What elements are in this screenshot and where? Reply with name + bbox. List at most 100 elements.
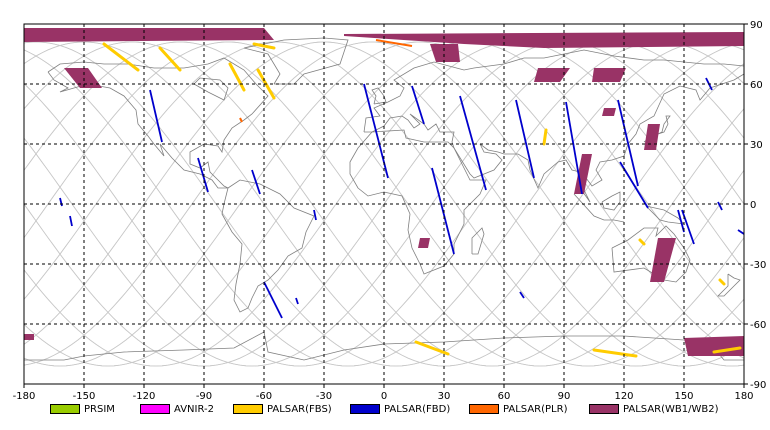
palsar-fbs-swath bbox=[228, 62, 246, 92]
palsar-fbs-swaths bbox=[102, 42, 742, 358]
x-tick-label: 120 bbox=[614, 391, 633, 400]
palsar-plr-swath bbox=[239, 117, 243, 123]
legend-item-prsim: PRSIM bbox=[50, 400, 115, 418]
palsar-fbs-swath bbox=[712, 346, 742, 354]
legend-item-avnir2: AVNIR-2 bbox=[140, 400, 214, 418]
coastline bbox=[601, 191, 621, 211]
x-tick-label: 150 bbox=[674, 391, 693, 400]
palsar-fbs-swath bbox=[158, 46, 182, 72]
lat-lon-grid bbox=[23, 23, 745, 385]
x-tick-label: 90 bbox=[558, 391, 571, 400]
palsar-wb-swath bbox=[24, 334, 34, 340]
y-tick-label: 60 bbox=[750, 80, 763, 91]
legend-swatch-prsim bbox=[50, 404, 80, 414]
palsar-fbd-swath bbox=[263, 281, 283, 319]
y-tick-label: -30 bbox=[750, 260, 766, 271]
palsar-fbd-swath bbox=[295, 297, 299, 305]
palsar-fbd-swath bbox=[565, 101, 583, 195]
palsar-fbd-swath bbox=[59, 197, 63, 207]
palsar-fbd-swath bbox=[459, 95, 487, 191]
coastline bbox=[471, 227, 485, 255]
y-tick-label: 90 bbox=[750, 20, 763, 31]
y-tick-label: 0 bbox=[750, 200, 756, 211]
legend-label-prsim: PRSIM bbox=[84, 403, 115, 415]
y-tick-label: 30 bbox=[750, 140, 763, 151]
palsar-fbd-swath bbox=[313, 209, 317, 221]
coastline bbox=[611, 225, 691, 283]
palsar-wb-swath bbox=[534, 68, 570, 82]
y-tick-label: -60 bbox=[750, 320, 766, 331]
coastline bbox=[221, 179, 315, 313]
coastlines bbox=[24, 37, 745, 361]
coastline bbox=[47, 57, 269, 189]
legend-label-avnir2: AVNIR-2 bbox=[174, 403, 214, 415]
palsar-fbd-swath bbox=[251, 169, 261, 195]
palsar-fbs-swath bbox=[592, 348, 638, 358]
x-tick-label: 30 bbox=[438, 391, 451, 400]
longitude-ticks: -180 -150 -120 -90 -60 -30 0 30 60 90 120 150 180 bbox=[13, 384, 754, 400]
palsar-fbd-swath bbox=[69, 215, 73, 227]
palsar-wb-swath bbox=[430, 44, 460, 62]
coastline bbox=[573, 193, 625, 223]
palsar-wb-swath bbox=[64, 68, 102, 88]
x-tick-label: 0 bbox=[381, 391, 387, 400]
x-tick-label: -90 bbox=[196, 391, 212, 400]
palsar-wb-swath bbox=[602, 108, 616, 116]
palsar-fbs-swath bbox=[638, 238, 646, 246]
palsar-wb-swath bbox=[592, 68, 626, 82]
world-map-plot: -180 -150 -120 -90 -60 -30 0 30 60 90 120 150 180 90… bbox=[13, 20, 767, 400]
x-tick-label: -30 bbox=[316, 391, 332, 400]
legend-label-palsar-wb: PALSAR(WB1/WB2) bbox=[623, 403, 719, 415]
palsar-wb-swath bbox=[574, 154, 592, 194]
legend-item-palsar-plr: PALSAR(PLR) bbox=[469, 400, 567, 418]
y-tick-label: -90 bbox=[750, 380, 766, 391]
coastline bbox=[24, 331, 744, 361]
legend-swatch-palsar-fbd bbox=[350, 404, 380, 414]
coastline bbox=[193, 77, 229, 101]
palsar-fbd-swath bbox=[519, 291, 525, 299]
legend-swatch-palsar-wb bbox=[589, 404, 619, 414]
legend-item-palsar-wb: PALSAR(WB1/WB2) bbox=[589, 400, 719, 418]
legend: PRSIM AVNIR-2 PALSAR(FBS) PALSAR(FBD) PA… bbox=[0, 400, 770, 420]
x-tick-label: 180 bbox=[734, 391, 753, 400]
coastline bbox=[371, 87, 387, 105]
legend-swatch-palsar-plr bbox=[469, 404, 499, 414]
palsar-plr-swaths bbox=[239, 39, 413, 123]
legend-swatch-avnir2 bbox=[140, 404, 170, 414]
palsar-fbd-swath bbox=[515, 99, 535, 179]
legend-swatch-palsar-fbs bbox=[233, 404, 263, 414]
coastline bbox=[364, 73, 745, 203]
palsar-fbd-swath bbox=[717, 201, 723, 211]
palsar-fbd-swath bbox=[617, 99, 639, 187]
palsar-plr-swath bbox=[375, 39, 413, 47]
palsar-fbs-swath bbox=[718, 278, 726, 286]
palsar-wb-swath bbox=[24, 28, 274, 42]
legend-label-palsar-fbd: PALSAR(FBD) bbox=[384, 403, 451, 415]
palsar-fbd-swath bbox=[619, 161, 649, 209]
palsar-fbd-swath bbox=[431, 167, 455, 255]
palsar-wb-swath bbox=[650, 238, 676, 282]
palsar-fbd-swath bbox=[149, 89, 163, 143]
palsar-fbd-swath bbox=[411, 85, 425, 125]
legend-item-palsar-fbd: PALSAR(FBD) bbox=[350, 400, 450, 418]
x-tick-label: 60 bbox=[498, 391, 511, 400]
palsar-fbd-swath bbox=[737, 229, 745, 235]
latitude-ticks: 90 60 30 0 -30 -60 -90 bbox=[744, 20, 766, 391]
x-tick-label: -150 bbox=[73, 391, 96, 400]
x-tick-label: -60 bbox=[256, 391, 272, 400]
coastline bbox=[717, 273, 741, 297]
x-tick-label: -180 bbox=[13, 391, 36, 400]
palsar-fbd-swath bbox=[677, 209, 685, 233]
legend-label-palsar-plr: PALSAR(PLR) bbox=[503, 403, 568, 415]
palsar-fbs-swath bbox=[414, 340, 450, 356]
palsar-wb-swath bbox=[418, 238, 430, 248]
palsar-fbd-swath bbox=[197, 157, 209, 193]
palsar-fbd-swath bbox=[681, 209, 695, 245]
legend-item-palsar-fbs: PALSAR(FBS) bbox=[233, 400, 332, 418]
legend-label-palsar-fbs: PALSAR(FBS) bbox=[267, 403, 332, 415]
x-tick-label: -120 bbox=[133, 391, 156, 400]
coastline bbox=[243, 37, 349, 85]
palsar-fbs-swath bbox=[252, 42, 276, 50]
palsar-fbs-swath bbox=[102, 42, 140, 72]
coastline bbox=[363, 49, 745, 133]
